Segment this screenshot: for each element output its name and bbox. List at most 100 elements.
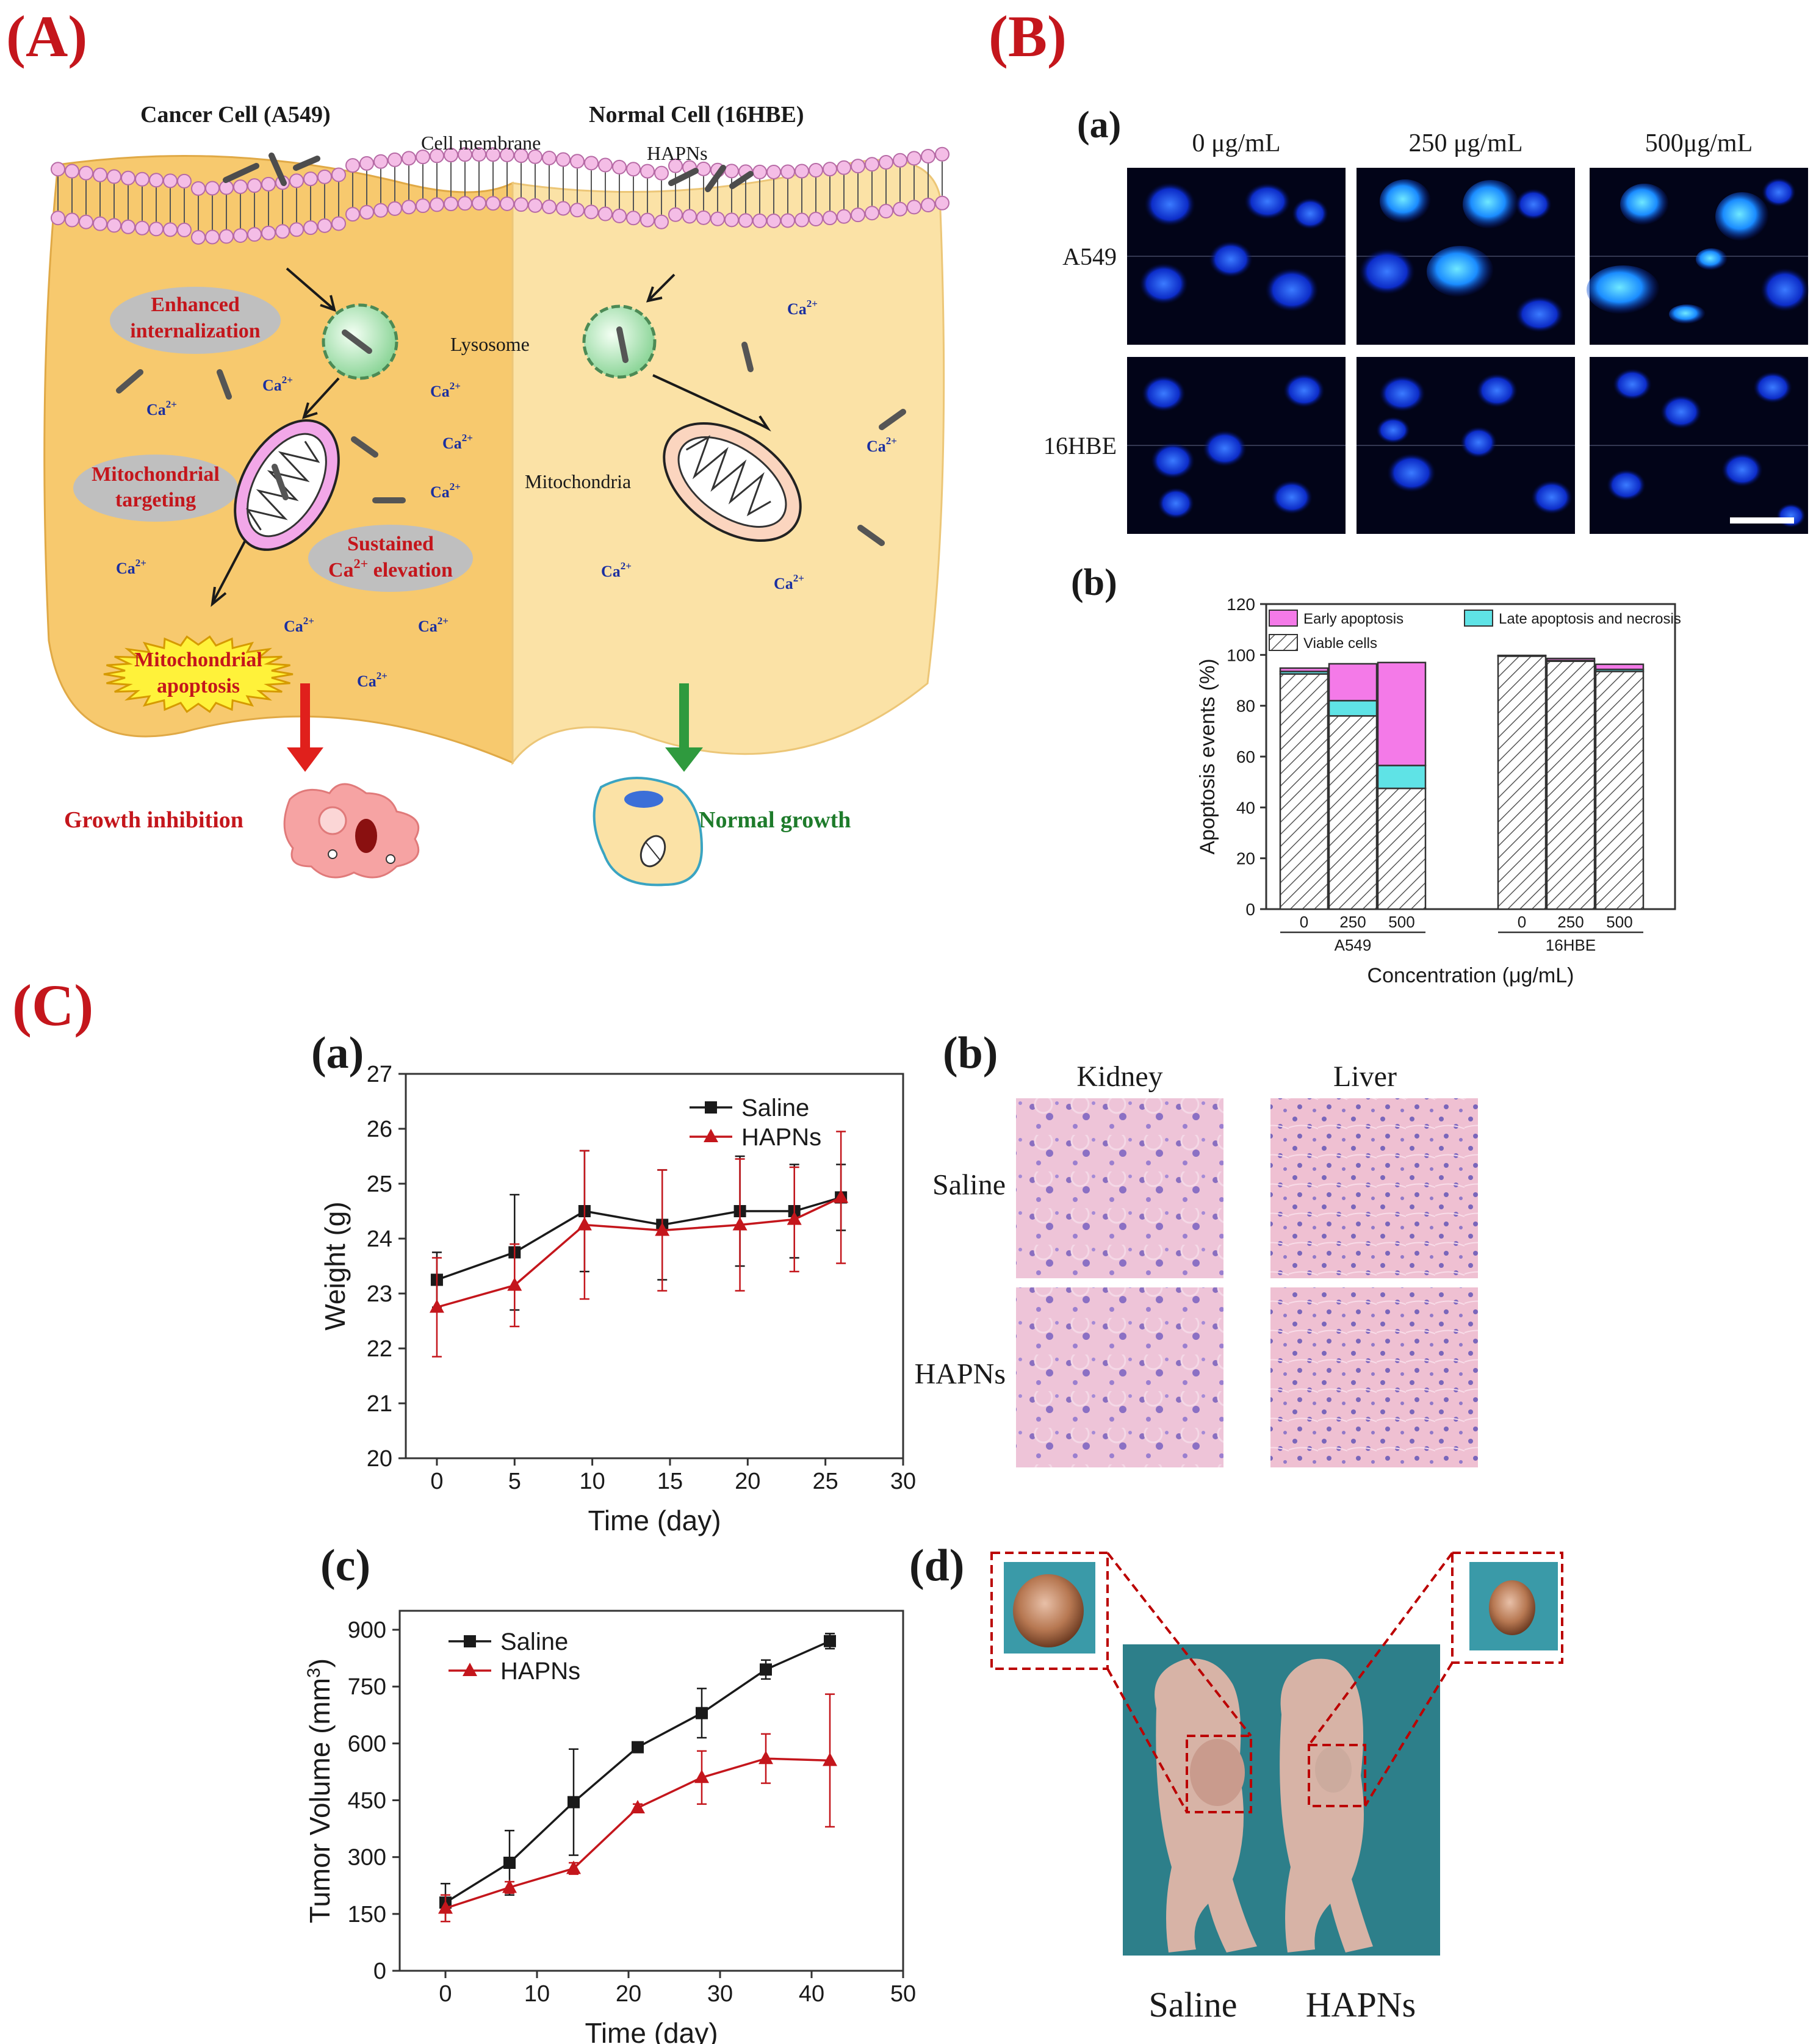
y-tick-label: 40: [1236, 798, 1255, 817]
svg-text:Ca2+ elevation: Ca2+ elevation: [328, 556, 453, 581]
calcium-ion-label: Ca2+: [867, 435, 897, 455]
y-tick-label: 300: [348, 1845, 386, 1871]
lysosome-normal: [582, 304, 657, 379]
y-tick-label: 27: [367, 1062, 392, 1087]
y-tick-label: 60: [1236, 747, 1255, 766]
data-point-square: [696, 1707, 708, 1719]
svg-text:apoptosis: apoptosis: [157, 675, 240, 697]
calcium-ion-label: Ca2+: [357, 670, 387, 690]
panel-label-B: (B): [989, 4, 1067, 69]
microscopy-row-label: A549: [1062, 243, 1117, 270]
apoptosis-bar-segment: [1546, 660, 1596, 910]
weight-line-chart: 0 5 10 15 20 25 30 20 21 22 23 24 25 26 27 Time (day) We…: [319, 1062, 916, 1536]
cell-nucleus: [1669, 304, 1706, 324]
x-tick-label: 5: [508, 1469, 521, 1494]
panel-label-C: (C): [12, 973, 93, 1038]
panel-label-Bb: (b): [1071, 562, 1117, 603]
data-point-triangle: [823, 1752, 837, 1766]
cell-nucleus: [1762, 178, 1796, 207]
cell-nucleus: [1715, 192, 1769, 241]
svg-text:Sustained: Sustained: [347, 533, 434, 555]
sustained-ca-tag: Sustained Ca2+ elevation: [308, 525, 473, 592]
cell-nucleus: [1380, 179, 1431, 223]
cell-nucleus: [1696, 248, 1728, 270]
y-tick-label: 750: [348, 1674, 386, 1700]
cell-nucleus: [1244, 183, 1291, 220]
x-tick-label: 250: [1557, 913, 1584, 931]
panel-label-Cd: (d): [909, 1541, 964, 1591]
normal-growth-label: Normal growth: [699, 807, 851, 833]
cell-nucleus: [1460, 426, 1497, 458]
cell-nucleus: [1587, 265, 1660, 314]
legend-swatch: [1269, 610, 1298, 627]
microscopy-column-labels: 0 μg/mL 250 μg/mL 500μg/mL: [1192, 129, 1753, 157]
membrane-nanoparticles: [223, 153, 754, 192]
calcium-ion-label: Ca2+: [284, 615, 314, 635]
apoptosis-x-axis-label: Concentration (μg/mL): [1367, 964, 1574, 987]
apoptosis-bar-segment: [1328, 715, 1378, 910]
mitochondria-label: Mitochondria: [525, 470, 631, 492]
calcium-ion-label: Ca2+: [787, 298, 818, 318]
x-tick-label: 20: [616, 1981, 641, 2007]
svg-text:internalization: internalization: [130, 320, 261, 342]
y-tick-label: 21: [367, 1391, 392, 1417]
data-point-triangle: [577, 1217, 592, 1231]
calcium-ion-label: Ca2+: [262, 374, 293, 394]
mitochondrial-apoptosis-burst: Mitochondrial apoptosis: [103, 635, 294, 713]
data-point-triangle: [787, 1211, 802, 1225]
data-point-triangle: [758, 1751, 773, 1765]
data-point-triangle: [507, 1277, 522, 1291]
cell-nucleus: [1463, 180, 1519, 229]
y-axis-label: Weight (g): [319, 1201, 351, 1330]
legend-label: Saline: [500, 1628, 568, 1655]
data-point-triangle: [732, 1217, 748, 1231]
svg-text:Mitochondrial: Mitochondrial: [134, 649, 262, 671]
legend-label: Viable cells: [1303, 635, 1377, 652]
microscopy-image: [1357, 168, 1575, 345]
calcium-ion-label: Ca2+: [774, 572, 804, 592]
legend-label: HAPNs: [741, 1124, 821, 1151]
cell-membrane-label: Cell membrane: [421, 132, 541, 154]
cell-nucleus: [1209, 241, 1253, 278]
x-axis-label: Time (day): [588, 1505, 721, 1536]
data-point-triangle: [438, 1900, 453, 1914]
y-tick-label: 900: [348, 1618, 386, 1643]
svg-text:Mitochondrial: Mitochondrial: [92, 463, 220, 486]
x-axis-label: Time (day): [585, 2017, 718, 2044]
calcium-ion-label: Ca2+: [442, 432, 473, 452]
calcium-ion-label: Ca2+: [418, 615, 449, 635]
cell-nucleus: [1283, 373, 1325, 408]
legend-swatch: [1269, 634, 1298, 651]
y-tick-label: 150: [348, 1902, 386, 1927]
cell-nucleus: [1620, 184, 1669, 225]
normal-cell-title: Normal Cell (16HBE): [589, 102, 804, 128]
x-tick-label: 50: [890, 1981, 916, 2007]
cell-nucleus: [1387, 453, 1436, 492]
normal-daughter-cell: [593, 777, 704, 887]
apoptosis-bar-segment: [1279, 673, 1329, 910]
apoptosis-bar-segment: [1377, 661, 1427, 766]
microscopy-image: [1587, 168, 1809, 345]
series-line: [436, 1196, 841, 1309]
data-point-triangle: [502, 1879, 517, 1893]
cell-membrane: [51, 146, 949, 245]
apoptosis-y-axis-label: Apoptosis events (%): [1196, 658, 1219, 854]
histology-image: [1270, 1098, 1478, 1278]
data-point-triangle: [694, 1769, 709, 1783]
x-tick-label: 20: [735, 1469, 760, 1494]
tumor-volume-line-chart: 0 10 20 30 40 50 0 150 300 450 600 750 900 Time (day)…: [304, 1610, 916, 2044]
cell-nucleus: [1476, 373, 1518, 408]
x-tick-label: 250: [1339, 913, 1366, 931]
group-label: A549: [1335, 936, 1372, 954]
legend-label: HAPNs: [500, 1658, 580, 1685]
cell-nucleus: [1607, 469, 1646, 501]
series-line: [436, 1196, 841, 1281]
cell-nucleus: [1721, 453, 1763, 487]
cell-nucleus: [1144, 182, 1195, 226]
calcium-ion-label: Ca2+: [601, 560, 632, 580]
panel-label-Cb: (b): [943, 1028, 998, 1078]
svg-text:Enhanced: Enhanced: [151, 293, 240, 316]
microscopy-column-label: 250 μg/mL: [1408, 129, 1522, 157]
cell-nucleus: [1531, 480, 1573, 514]
